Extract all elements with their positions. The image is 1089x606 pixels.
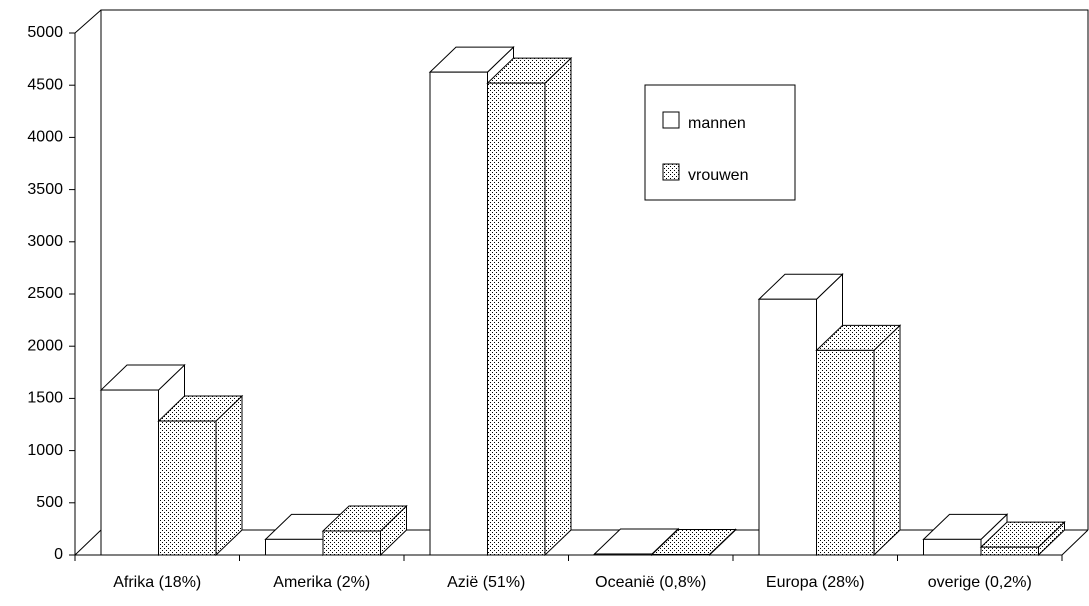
legend	[644, 84, 796, 201]
y-tick-label: 2500	[27, 285, 63, 302]
y-tick-label: 1500	[27, 390, 63, 407]
floor-edge	[74, 529, 102, 556]
x-tick-label: Azië (51%)	[447, 574, 525, 591]
bar	[158, 420, 217, 556]
bar	[100, 389, 159, 556]
y-tick-label: 2000	[27, 337, 63, 354]
bar-side	[215, 394, 243, 557]
bar	[816, 349, 875, 556]
y-tick-label: 3000	[27, 233, 63, 250]
wall-edge	[74, 9, 102, 34]
y-tick-label: 5000	[27, 24, 63, 41]
x-tick-label: Oceanië (0,8%)	[595, 574, 706, 591]
bar	[322, 530, 381, 556]
bar	[651, 553, 710, 556]
bar	[980, 546, 1039, 556]
bar	[429, 71, 488, 556]
y-tick-label: 4000	[27, 129, 63, 146]
back-wall	[100, 9, 1089, 530]
legend-swatch	[662, 111, 680, 129]
bar	[487, 82, 546, 556]
x-tick-label: Afrika (18%)	[113, 574, 201, 591]
y-tick-label: 3500	[27, 181, 63, 198]
bar	[923, 538, 982, 556]
bar-side	[544, 56, 572, 557]
y-tick-label: 1000	[27, 442, 63, 459]
floor-edge	[1061, 529, 1089, 556]
y-tick-label: 4500	[27, 76, 63, 93]
x-tick-label: overige (0,2%)	[928, 574, 1032, 591]
bar-side	[873, 324, 901, 557]
bar	[758, 298, 817, 556]
bar	[594, 553, 653, 556]
x-tick-label: Amerika (2%)	[273, 574, 370, 591]
legend-label: vrouwen	[688, 167, 748, 184]
x-tick-label: Europa (28%)	[766, 574, 865, 591]
bar	[265, 538, 324, 556]
y-tick-label: 0	[54, 546, 63, 563]
y-tick-label: 500	[36, 494, 63, 511]
legend-swatch	[662, 163, 680, 181]
legend-label: mannen	[688, 115, 746, 132]
